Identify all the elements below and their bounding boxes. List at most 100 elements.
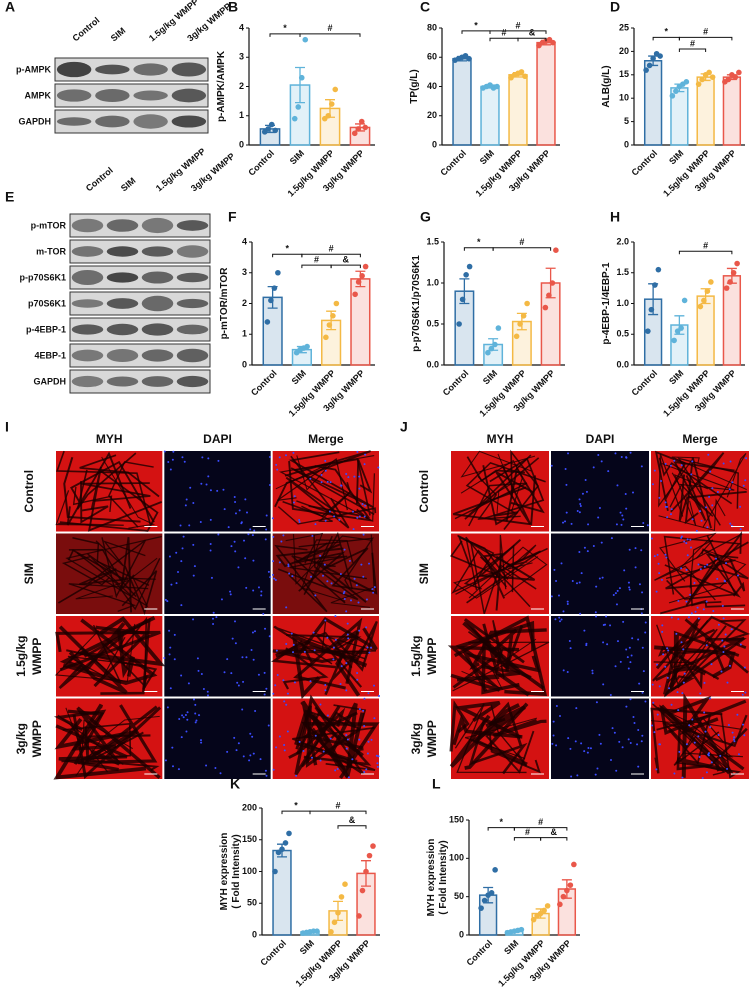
nucleus [703,711,706,714]
y-axis-label-line: MYH expression [219,833,230,911]
fiber-border [270,640,337,669]
fiber-border [669,665,707,690]
data-point [282,840,289,846]
nucleus [194,712,197,715]
nucleus [237,566,240,569]
nucleus [714,557,717,560]
blot-band [95,115,130,128]
nucleus [694,610,697,613]
data-point [466,263,473,270]
nucleus [555,579,558,582]
fiber-border [658,453,693,517]
row-label-line: 1.5g/kg [14,636,28,677]
nucleus [233,620,236,623]
data-point [492,341,498,348]
nucleus [170,583,173,586]
nucleus [355,584,358,587]
nucleus [309,477,312,480]
nucleus [724,580,727,583]
nucleus [193,565,196,568]
nucleus [686,554,689,557]
blot-band [106,376,139,387]
nucleus [207,457,210,460]
nucleus [685,600,688,603]
nucleus [685,743,688,746]
blot-band [133,114,168,129]
nucleus [641,734,644,737]
nucleus [680,567,683,570]
y-axis-label: p-4EBP-1/4EBP-1 [601,262,612,345]
fiber-border [455,620,535,697]
x-tick-label: SIM [290,368,308,386]
fiber-border [462,651,541,693]
nucleus [652,701,655,704]
nucleus [233,496,236,499]
nucleus [570,522,573,525]
data-point [655,266,662,273]
nucleus [370,646,373,649]
nucleus [598,506,601,509]
nucleus [226,658,229,661]
significance-bracket [301,253,361,258]
nucleus [282,679,285,682]
blot-band [56,61,92,78]
nucleus [651,483,654,486]
data-point [652,282,658,288]
fiber-border [277,500,343,525]
y-tick-label: 0 [239,139,244,149]
blot-band [56,117,92,126]
x-tick-label: 1.5g/kg WMPP [661,368,712,419]
nucleus [243,539,246,542]
nucleus [583,546,586,549]
nucleus [655,768,658,771]
panel-letter: F [228,209,237,225]
nucleus [564,467,567,470]
nucleus [345,662,348,665]
blot-strip [69,291,211,316]
nucleus [345,733,348,736]
nucleus [706,563,709,566]
nucleus [606,643,609,646]
significance-label: & [349,815,356,825]
data-point [485,349,491,356]
data-point [695,81,702,87]
nucleus [235,749,238,752]
data-point [272,868,278,875]
nucleus [678,750,681,753]
nucleus [638,583,641,586]
nucleus [630,654,633,657]
nucleus [602,623,605,626]
lane-label: SIM [109,25,128,43]
micrograph [164,698,271,779]
nucleus [600,541,603,544]
data-point [518,69,525,75]
nucleus [365,626,368,629]
fiber-border [673,474,709,526]
nucleus [320,481,323,484]
nucleus [210,576,213,579]
blot-band [71,218,104,233]
nucleus [673,459,676,462]
fiber-border [282,482,352,517]
nucleus [624,493,627,496]
nucleus [670,508,673,511]
nucleus [609,694,612,697]
nucleus [314,734,317,737]
fiber-border [663,535,741,595]
significance-label: # [515,20,520,30]
nucleus [699,568,702,571]
significance-bracket [463,247,494,251]
nucleus [169,687,172,690]
data-point [279,846,285,853]
nucleus [578,498,581,501]
significance-label: # [501,28,506,38]
y-tick-label: 2 [242,298,247,308]
nucleus [686,538,689,541]
row-label: 3g/kg WMPP [409,720,439,757]
nucleus [340,665,343,668]
nucleus [745,457,748,460]
blot-strip [69,265,211,290]
nucleus [618,740,621,743]
significance-label: # [538,817,543,827]
nucleus [292,651,295,654]
